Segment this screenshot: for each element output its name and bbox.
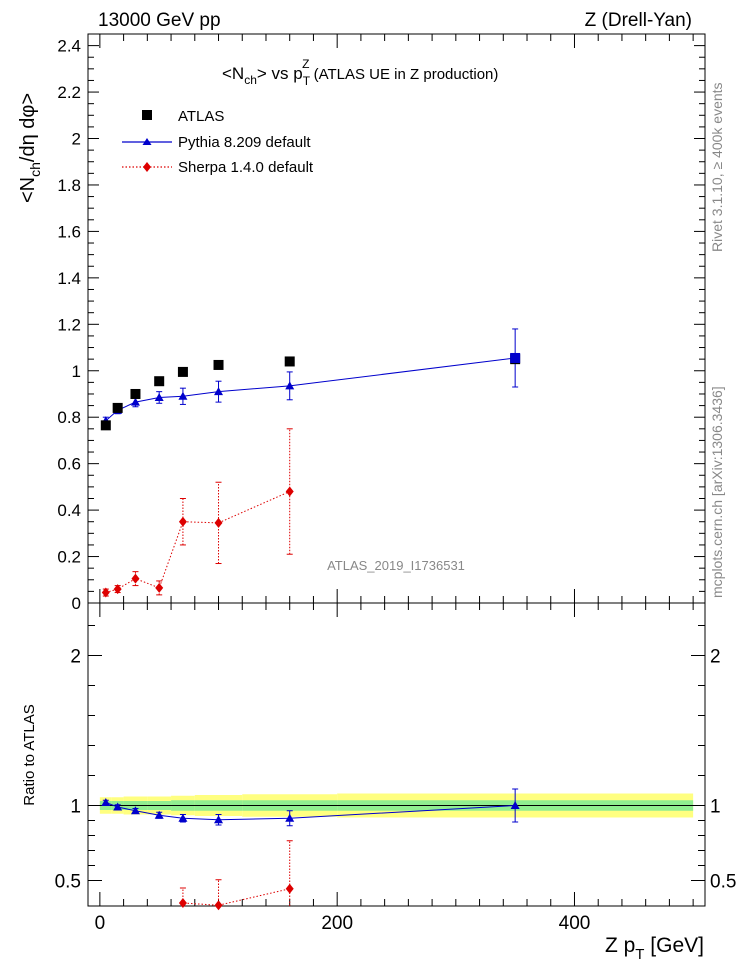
main-y-tick-label: 0.6 xyxy=(57,455,81,474)
x-axis-label-part: [GeV] xyxy=(644,934,704,957)
main-atlas-point xyxy=(100,420,111,431)
ratio-pythia-point xyxy=(285,813,295,822)
main-y-tick-label: 2.2 xyxy=(57,83,81,102)
main-y-tick-label: 0.8 xyxy=(57,408,81,427)
ratio-y-tick-label: 2 xyxy=(70,647,81,668)
rivet-label: Rivet 3.1.10, ≥ 400k events xyxy=(709,82,725,252)
ratio-y-tick-label: 0.5 xyxy=(55,872,81,893)
ratio-sherpa-line xyxy=(180,888,290,906)
ratio-panel-marks xyxy=(101,788,520,911)
main-y-tick-label: 0.4 xyxy=(57,501,81,520)
main-sherpa-point xyxy=(131,573,140,584)
legend-atlas-marker xyxy=(142,110,152,120)
main-y-tick-label: 2.4 xyxy=(57,37,81,56)
plot-title-part: > vs p xyxy=(257,64,303,83)
ratio-x-tick-label: 0 xyxy=(95,913,106,934)
main-atlas-point xyxy=(284,356,295,367)
ratio-pythia-point xyxy=(113,802,123,811)
legend-sherpa-marker xyxy=(143,162,151,172)
plot-title-sub: ch xyxy=(244,73,257,87)
main-pythia-point xyxy=(154,392,164,401)
ratio-panel-axes: 0 200 400 0.5 0.5 1 1 2 2 xyxy=(55,602,736,934)
main-y-tick-label: 1 xyxy=(72,362,81,381)
ratio-x-tick-label: 400 xyxy=(559,913,591,934)
ratio-y-tick-label-right: 1 xyxy=(710,797,721,818)
legend: ATLAS Pythia 8.209 default Sherpa 1.4.0 … xyxy=(122,108,314,176)
main-y-label-part: <N xyxy=(17,177,39,203)
ratio-y-label: Ratio to ATLAS xyxy=(21,704,38,805)
main-atlas-point xyxy=(112,402,123,413)
ratio-sherpa-point xyxy=(178,898,187,908)
plot-title: <Nch> vs pTZ (ATLAS UE in Z production) xyxy=(222,57,498,88)
main-sherpa-point xyxy=(214,517,223,528)
ratio-pythia-point xyxy=(214,815,224,824)
ratio-y-tick-label-right: 2 xyxy=(710,647,721,668)
main-sherpa-point xyxy=(178,516,187,527)
ratio-pythia-point xyxy=(101,798,111,806)
main-atlas-point xyxy=(213,359,224,370)
main-sherpa-point xyxy=(155,582,164,593)
header-right: Z (Drell-Yan) xyxy=(585,10,692,31)
main-atlas-point xyxy=(154,376,165,387)
x-axis-label: Z pT [GeV] xyxy=(605,934,704,963)
main-panel-marks xyxy=(100,328,521,598)
main-pythia-overlap-point xyxy=(510,352,521,363)
x-axis-label-sub: T xyxy=(635,946,644,963)
header-left: 13000 GeV pp xyxy=(98,10,221,31)
main-atlas-point xyxy=(177,366,188,377)
main-y-tick-label: 1.2 xyxy=(57,315,81,334)
legend-pythia-marker xyxy=(142,138,152,145)
main-pythia-line xyxy=(105,357,516,422)
plot-title-part: <N xyxy=(222,64,244,83)
plot-title-sub: T xyxy=(303,74,311,88)
legend-sherpa-label: Sherpa 1.4.0 default xyxy=(178,159,314,176)
main-y-tick-label: 0 xyxy=(72,594,81,613)
main-y-label-part: /dη dφ> xyxy=(17,93,39,162)
main-sherpa-point xyxy=(285,486,294,497)
ratio-panel-frame xyxy=(87,602,706,907)
ratio-sherpa-point xyxy=(285,883,294,894)
main-sherpa-point xyxy=(113,584,122,595)
main-y-tick-label: 0.2 xyxy=(57,548,81,567)
ratio-y-tick-label: 1 xyxy=(70,797,81,818)
ratio-uncertainty-bands xyxy=(99,793,694,818)
main-y-tick-label: 1.6 xyxy=(57,222,81,241)
main-atlas-point xyxy=(130,388,141,399)
ratio-pythia-point xyxy=(130,806,140,815)
ratio-y-tick-label-right: 0.5 xyxy=(710,872,736,893)
plot-title-sup: Z xyxy=(302,57,309,71)
ratio-pythia-point xyxy=(510,801,520,809)
main-pythia-point xyxy=(178,391,188,400)
main-y-tick-label: 1.4 xyxy=(57,269,81,288)
main-y-tick-label: 2 xyxy=(72,130,81,149)
analysis-watermark: ATLAS_2019_I1736531 xyxy=(327,558,465,573)
main-pythia-point xyxy=(130,397,140,406)
main-y-label-sub: ch xyxy=(27,162,43,177)
main-pythia-point xyxy=(285,381,295,390)
legend-pythia-label: Pythia 8.209 default xyxy=(178,134,311,151)
main-pythia-point xyxy=(214,387,224,396)
ratio-pythia-point xyxy=(178,813,188,822)
main-sherpa-point xyxy=(101,587,110,598)
x-axis-label-part: Z p xyxy=(605,934,635,957)
ratio-x-tick-label: 200 xyxy=(321,913,353,934)
main-panel-axes: 0 0.2 0.4 0.6 0.8 1 1.2 1.4 1.6 1.8 2 2.2 2.4 xyxy=(57,33,706,613)
mcplots-label: mcplots.cern.ch [arXiv:1306.3436] xyxy=(709,386,725,598)
main-y-label: <Nch/dη dφ> xyxy=(17,93,43,203)
ratio-sherpa-point xyxy=(214,900,223,911)
plot-title-part: (ATLAS UE in Z production) xyxy=(309,66,498,83)
ratio-pythia-point xyxy=(154,810,164,819)
legend-atlas-label: ATLAS xyxy=(178,108,224,125)
ratio-pythia-line xyxy=(105,802,516,821)
main-y-tick-label: 1.8 xyxy=(57,176,81,195)
